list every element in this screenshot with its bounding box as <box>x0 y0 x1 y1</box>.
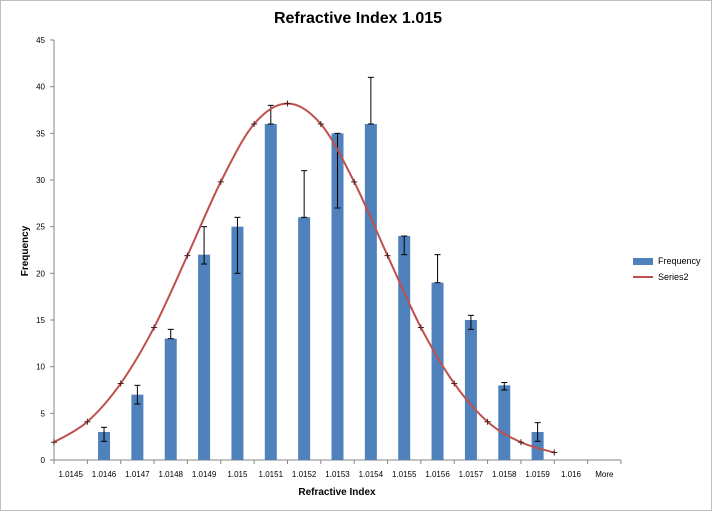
series2-marker <box>84 418 91 425</box>
series2-marker <box>351 178 358 185</box>
x-tick-label: 1.0155 <box>392 470 417 479</box>
series2-marker <box>184 252 191 259</box>
x-tick-label: 1.0145 <box>58 470 83 479</box>
series2-marker <box>284 100 291 107</box>
series2-marker <box>517 439 524 446</box>
bar <box>398 236 411 460</box>
y-tick-label: 30 <box>36 176 45 185</box>
series2-line <box>53 102 555 454</box>
series2-marker <box>551 449 558 456</box>
series2-marker <box>451 380 458 387</box>
x-tick-label: 1.0157 <box>459 470 484 479</box>
x-tick-label: 1.0151 <box>259 470 284 479</box>
bar <box>298 217 311 460</box>
y-tick-label: 35 <box>36 129 45 138</box>
series2-marker <box>484 418 491 425</box>
bar <box>431 282 444 460</box>
bar <box>531 432 544 460</box>
x-tick-label: 1.0153 <box>325 470 350 479</box>
x-tick-label: 1.016 <box>561 470 582 479</box>
y-tick-label: 5 <box>41 409 46 418</box>
y-tick-label: 15 <box>36 316 45 325</box>
series2-marker <box>317 121 324 127</box>
x-tick-label: 1.0159 <box>525 470 550 479</box>
x-tick-label: 1.0148 <box>159 470 184 479</box>
legend-label-series2: Series2 <box>658 272 689 282</box>
bar <box>498 385 511 460</box>
x-tick-label: 1.0147 <box>125 470 150 479</box>
x-axis-label: Refractive Index <box>298 487 376 498</box>
x-tick-label: 1.0149 <box>192 470 217 479</box>
series2-marker <box>417 324 424 331</box>
plot-area: 0 5 10 15 20 25 30 35 40 45 1.0145 1.0146 1.0147 1.01… <box>36 36 622 479</box>
series2-marker <box>217 178 224 185</box>
legend-item-series2: Series2 <box>633 269 701 285</box>
series2-marker <box>251 121 258 127</box>
y-tick-label: 25 <box>36 223 45 232</box>
legend-item-frequency: Frequency <box>633 253 701 269</box>
legend-label-frequency: Frequency <box>658 256 701 266</box>
x-tick-label: 1.0154 <box>359 470 384 479</box>
x-tick-label: 1.0156 <box>425 470 450 479</box>
bar <box>131 394 144 460</box>
y-tick-label: 10 <box>36 363 45 372</box>
y-tick-label: 40 <box>36 83 45 92</box>
bar <box>264 124 277 460</box>
x-tick-label: 1.015 <box>227 470 248 479</box>
x-tick-label: 1.0158 <box>492 470 517 479</box>
bar <box>98 432 111 460</box>
x-tick-label: More <box>595 470 614 479</box>
x-tick-label: 1.0146 <box>92 470 117 479</box>
legend: Frequency Series2 <box>633 253 701 285</box>
y-axis-label: Frequency <box>20 225 31 276</box>
series2-marker <box>384 252 391 259</box>
series2-marker <box>51 439 57 446</box>
y-tick-label: 20 <box>36 269 45 278</box>
y-tick-label: 0 <box>41 456 46 465</box>
chart-title: Refractive Index 1.015 <box>274 10 442 27</box>
bar <box>164 338 177 460</box>
series2-marker <box>117 380 124 387</box>
y-tick-label: 45 <box>36 36 45 45</box>
legend-swatch-series2 <box>633 276 653 278</box>
bar <box>231 226 244 460</box>
bar <box>331 133 344 461</box>
bar <box>198 254 211 460</box>
legend-swatch-frequency <box>633 257 653 265</box>
bar <box>364 124 377 460</box>
x-tick-label: 1.0152 <box>292 470 317 479</box>
series2-marker <box>151 324 158 331</box>
bar <box>464 320 477 460</box>
